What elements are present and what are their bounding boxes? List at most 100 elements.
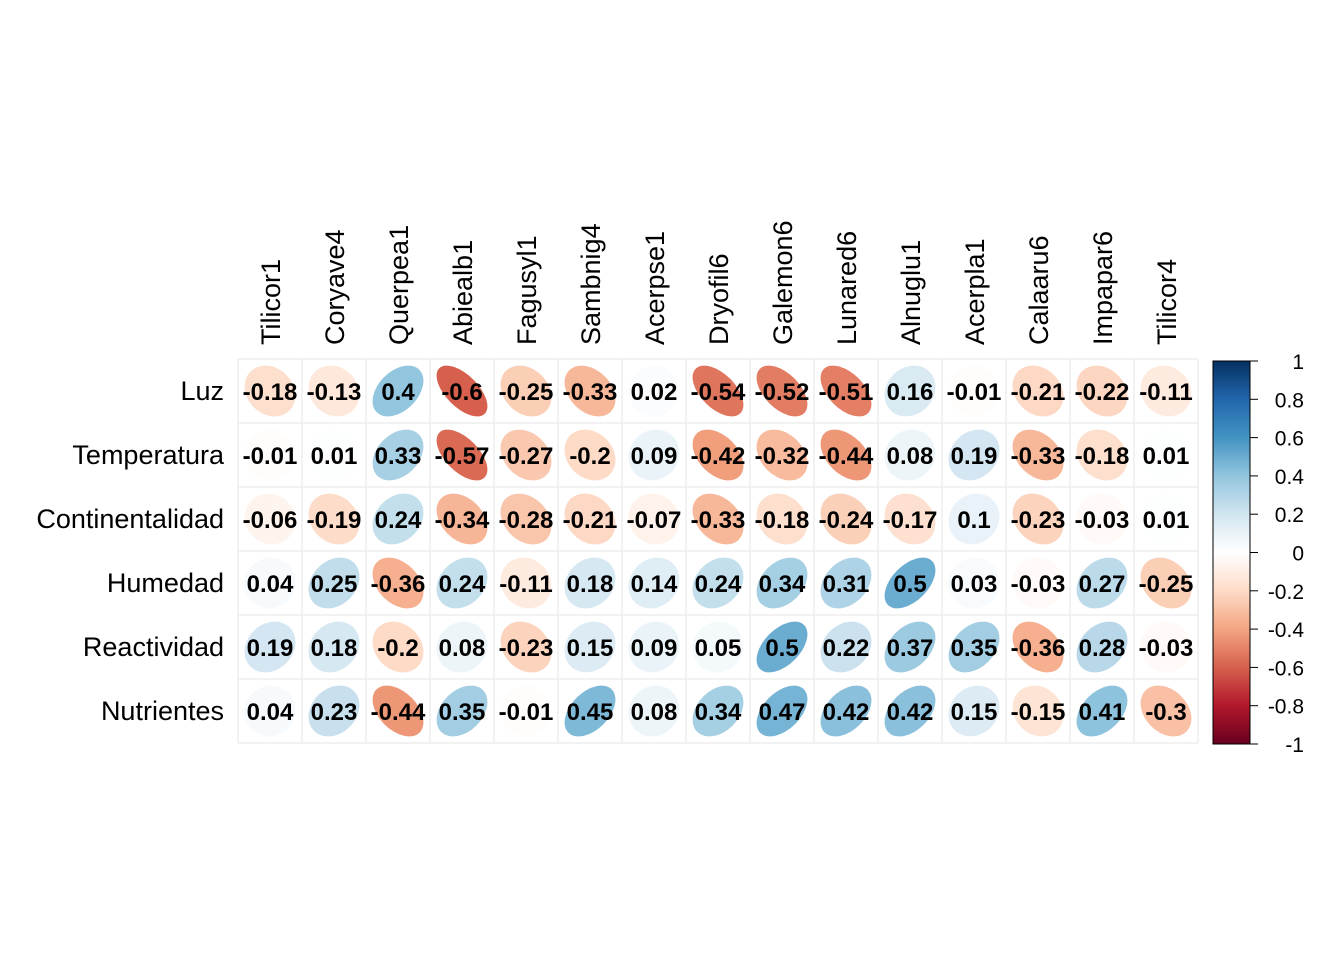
row-label: Reactividad [83, 632, 224, 662]
ellipse-mark [948, 493, 1000, 545]
cell-value: -0.54 [691, 379, 746, 406]
cell-value: -0.03 [1075, 507, 1130, 534]
colorbar-tick-label: 0.4 [1275, 466, 1305, 489]
cell-value: 0.09 [631, 635, 678, 662]
ellipse-mark [564, 493, 616, 545]
ellipse-mark [436, 621, 488, 673]
cell-value: 0.35 [439, 699, 486, 726]
ellipse-mark [244, 493, 296, 545]
cell-value: -0.01 [243, 443, 298, 470]
ellipse-mark [308, 621, 360, 673]
cell-value: -0.33 [1011, 443, 1066, 470]
ellipse-mark [1140, 557, 1192, 609]
ellipse-mark [756, 557, 808, 609]
ellipse-mark [948, 429, 1000, 481]
cell-value: 0.22 [823, 635, 870, 662]
cell-value: 0.08 [887, 443, 934, 470]
cell-value: 0.4 [381, 379, 415, 406]
colorbar-tick-label: 1 [1292, 351, 1304, 374]
cell-value: 0.25 [311, 571, 358, 598]
cell-value: 0.01 [1143, 443, 1190, 470]
ellipse-mark [1012, 429, 1064, 481]
ellipse-mark [500, 621, 552, 673]
colorbar-tick-label: 0.8 [1275, 389, 1304, 412]
cell-value: -0.19 [307, 507, 362, 534]
ellipse-mark [628, 365, 680, 417]
ellipse-mark [1140, 365, 1192, 417]
cell-value: 0.04 [247, 699, 294, 726]
cell-value: 0.24 [695, 571, 742, 598]
ellipse-mark [692, 685, 744, 737]
ellipse-mark [436, 557, 488, 609]
ellipse-mark [948, 621, 1000, 673]
ellipse-mark [1140, 493, 1192, 545]
cell-value: 0.34 [759, 571, 806, 598]
cell-value: -0.21 [563, 507, 618, 534]
cell-value: -0.06 [243, 507, 298, 534]
cell-value: -0.18 [243, 379, 298, 406]
colorbar [1212, 360, 1251, 745]
cell-value: -0.33 [691, 507, 746, 534]
cell-value: 0.05 [695, 635, 742, 662]
cell-value: 0.31 [823, 571, 870, 598]
ellipse-mark [692, 493, 744, 545]
row-label: Continentalidad [36, 504, 224, 534]
cell-value: -0.33 [563, 379, 618, 406]
ellipse-mark [372, 557, 424, 609]
cell-value: 0.19 [951, 443, 998, 470]
column-label: Impapar6 [1088, 231, 1118, 345]
ellipse-mark [628, 429, 680, 481]
row-label: Nutrientes [101, 696, 224, 726]
cell-value: -0.27 [499, 443, 554, 470]
ellipse-mark [1012, 557, 1064, 609]
cell-value: -0.25 [499, 379, 554, 406]
cell-value: -0.36 [1011, 635, 1066, 662]
ellipse-mark [564, 621, 616, 673]
row-labels: Luz Temperatura Continentalidad Humedad Reac… [36, 376, 225, 726]
ellipse-mark [692, 557, 744, 609]
cell-value: 0.08 [631, 699, 678, 726]
ellipse-mark [500, 365, 552, 417]
ellipse-marks [244, 365, 1192, 737]
cell-value: 0.42 [887, 699, 934, 726]
cell-value: -0.44 [819, 443, 874, 470]
column-label: Fagusyl1 [512, 235, 542, 345]
ellipse-mark [1076, 557, 1128, 609]
ellipse-mark [884, 429, 936, 481]
cell-value: 0.14 [631, 571, 678, 598]
ellipse-mark [820, 621, 872, 673]
column-label: Galemon6 [768, 220, 798, 345]
cell-value: 0.16 [887, 379, 934, 406]
ellipse-mark [372, 685, 424, 737]
column-labels: Tilicor1 Coryave4 Querpea1 Abiealb1 Fagusyl1… [256, 220, 1182, 345]
cell-value: 0.27 [1079, 571, 1126, 598]
ellipse-mark [820, 493, 872, 545]
cell-value: -0.2 [569, 443, 610, 470]
colorbar-tick-label: 0 [1292, 543, 1304, 566]
cell-value: -0.24 [819, 507, 874, 534]
cell-value: -0.22 [1075, 379, 1130, 406]
colorbar-tick-label: -1 [1285, 734, 1304, 757]
cell-value: 0.35 [951, 635, 998, 662]
ellipse-mark [244, 557, 296, 609]
ellipse-mark [244, 429, 296, 481]
colorbar-gradient [1212, 360, 1251, 745]
ellipse-mark [884, 493, 936, 545]
ellipse-mark [1076, 685, 1128, 737]
cell-value: -0.42 [691, 443, 746, 470]
ellipse-mark [884, 685, 936, 737]
column-label: Tilicor4 [1152, 259, 1182, 345]
cell-value: 0.01 [1143, 507, 1190, 534]
ellipse-mark [372, 429, 424, 481]
cell-value: -0.18 [1075, 443, 1130, 470]
cell-value: 0.45 [567, 699, 614, 726]
ellipse-mark [372, 365, 424, 417]
column-label: Alnuglu1 [896, 240, 926, 345]
ellipse-mark [1140, 621, 1192, 673]
column-label: Dryofil6 [704, 253, 734, 345]
cell-value: -0.21 [1011, 379, 1066, 406]
column-label: Querpea1 [384, 225, 414, 345]
ellipse-mark [948, 365, 1000, 417]
ellipse-mark [308, 493, 360, 545]
